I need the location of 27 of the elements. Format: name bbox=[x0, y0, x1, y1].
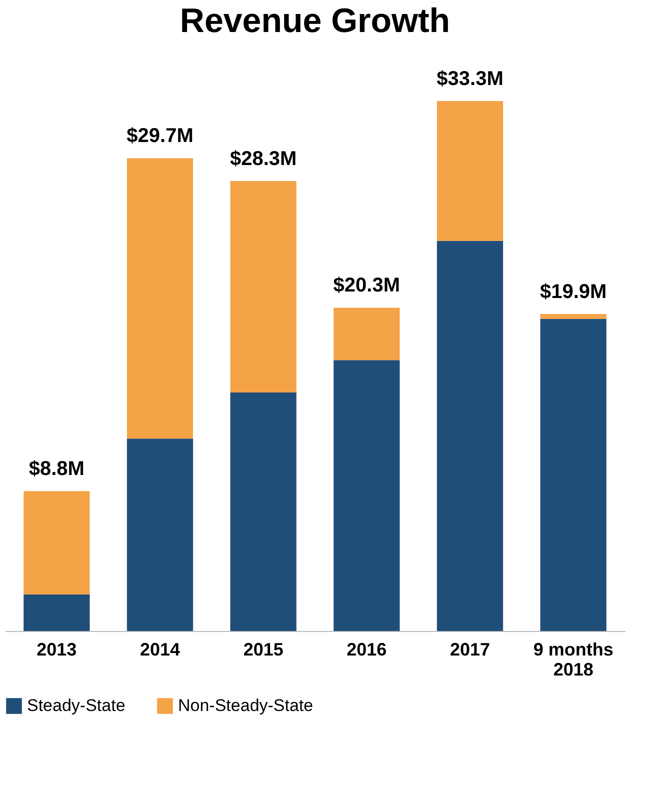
bar bbox=[230, 181, 296, 392]
bar bbox=[334, 360, 400, 631]
bar bbox=[230, 392, 296, 631]
legend-label: Steady-State bbox=[27, 696, 126, 715]
bar bbox=[436, 240, 504, 631]
chart-title: Revenue Growth bbox=[180, 2, 450, 40]
annotation: $33.3M bbox=[436, 68, 504, 90]
bar bbox=[126, 158, 194, 439]
x-tick-label: 2013 bbox=[36, 640, 77, 660]
bar bbox=[24, 491, 90, 594]
x-tick-label: 9 months 2018 bbox=[533, 640, 614, 680]
bar bbox=[126, 438, 194, 631]
x-tick-label: 2015 bbox=[243, 640, 284, 660]
annotation: $29.7M bbox=[126, 125, 194, 148]
annotation: $19.9M bbox=[540, 281, 607, 304]
annotation: $20.3M bbox=[333, 274, 400, 297]
bar bbox=[540, 318, 606, 631]
x-tick-label: 2014 bbox=[140, 640, 180, 660]
bar bbox=[24, 594, 90, 631]
bar bbox=[436, 101, 504, 241]
legend-label: Non-Steady-State bbox=[178, 696, 314, 715]
x-tick-label: 2017 bbox=[450, 640, 490, 660]
annotation: $28.3M bbox=[230, 148, 297, 170]
annotation: $8.8M bbox=[28, 458, 84, 480]
x-tick-label: 2016 bbox=[346, 640, 387, 660]
bar bbox=[334, 308, 400, 360]
bar bbox=[540, 314, 606, 319]
